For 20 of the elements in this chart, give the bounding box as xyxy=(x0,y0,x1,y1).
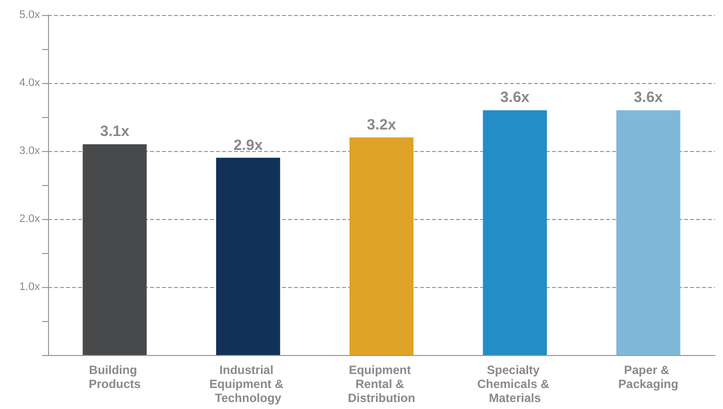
data-label: 3.6x xyxy=(500,89,530,106)
y-tick-label: 5.0x xyxy=(19,9,40,21)
x-tick-label: Equipment Rental & Distribution xyxy=(348,363,416,405)
bar xyxy=(482,110,547,355)
y-tick-label: 2.0x xyxy=(19,213,40,225)
x-tick-label: Specialty Chemicals & Materials xyxy=(477,363,553,405)
y-tick-label: 3.0x xyxy=(19,145,40,157)
data-label: 3.6x xyxy=(634,89,664,106)
data-label: 2.9x xyxy=(234,136,264,154)
bar xyxy=(616,110,680,355)
x-tick-label: Building Products xyxy=(88,363,142,391)
y-tick-label: 4.0x xyxy=(19,77,40,89)
bar xyxy=(350,137,414,355)
x-tick-label: Paper & Packaging xyxy=(618,363,678,391)
x-tick-label: Industrial Equipment & Technology xyxy=(209,363,287,405)
y-tick-label: 1.0x xyxy=(19,281,40,293)
bar xyxy=(82,144,147,355)
data-label: 3.2x xyxy=(366,116,397,134)
data-label: 3.1x xyxy=(100,123,130,140)
bar xyxy=(216,158,280,355)
